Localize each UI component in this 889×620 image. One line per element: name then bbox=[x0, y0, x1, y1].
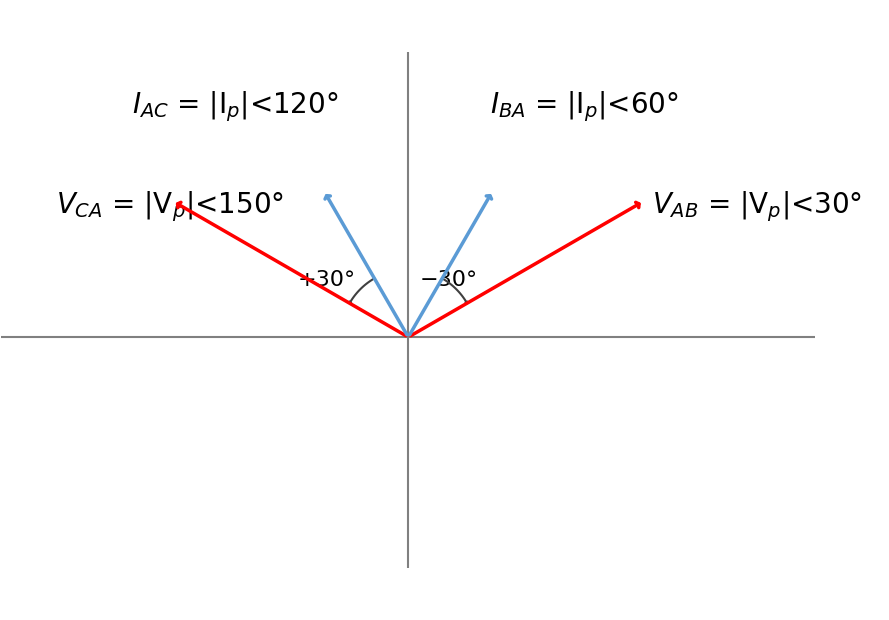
Text: $\mathit{I}_{AC}$ = |I$_{p}$|<120°: $\mathit{I}_{AC}$ = |I$_{p}$|<120° bbox=[132, 89, 338, 124]
Text: −30°: −30° bbox=[420, 270, 478, 290]
Text: $\mathit{V}_{CA}$ = |V$_{p}$|<150°: $\mathit{V}_{CA}$ = |V$_{p}$|<150° bbox=[56, 190, 284, 224]
Text: +30°: +30° bbox=[298, 270, 356, 290]
Text: $\mathit{I}_{BA}$ = |I$_{p}$|<60°: $\mathit{I}_{BA}$ = |I$_{p}$|<60° bbox=[490, 89, 678, 124]
Text: $\mathit{V}_{AB}$ = |V$_{p}$|<30°: $\mathit{V}_{AB}$ = |V$_{p}$|<30° bbox=[653, 190, 862, 224]
